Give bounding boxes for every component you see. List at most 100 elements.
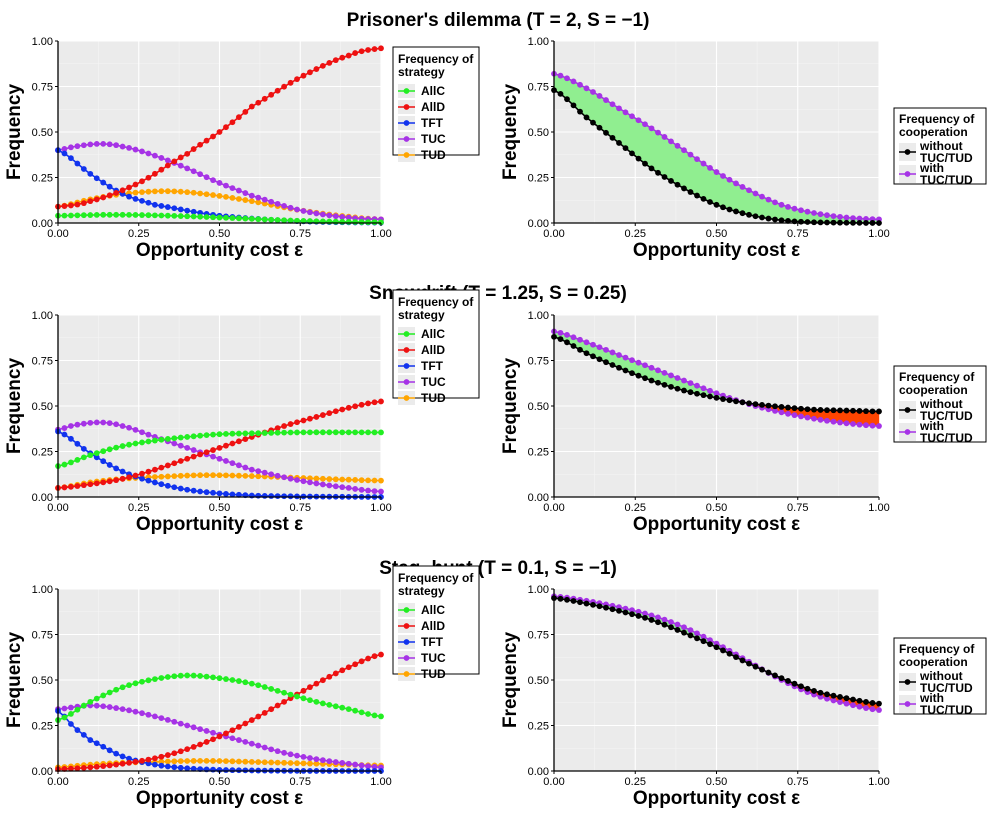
x-axis-title: Opportunity cost ε <box>633 240 800 261</box>
without-tuc-tud-point <box>583 114 590 121</box>
allc-point <box>274 429 281 436</box>
alld-point <box>177 748 184 755</box>
tft-point <box>113 750 120 757</box>
with-tuc-tud-point <box>824 695 830 702</box>
tuc-point <box>307 479 313 486</box>
alld-point <box>152 170 158 177</box>
tuc-point <box>106 141 113 148</box>
alld-point <box>319 412 326 418</box>
y-tick-label: 0.25 <box>528 721 549 733</box>
tud-point <box>190 758 197 764</box>
tud-point <box>229 472 236 479</box>
tuc-point <box>93 141 100 147</box>
without-tuc-tud-point <box>746 660 752 667</box>
y-axis-title: Frequency <box>500 84 521 181</box>
alld-point <box>216 733 223 740</box>
allc-point <box>100 448 107 455</box>
tuc-point <box>261 196 268 203</box>
without-tuc-tud-point <box>635 155 642 162</box>
with-tuc-tud-point <box>739 183 746 190</box>
alld-point <box>126 184 132 191</box>
tud-point <box>300 760 307 767</box>
allc-point <box>332 218 339 225</box>
tft-point <box>80 445 87 452</box>
alld-point <box>242 436 249 443</box>
allc-point <box>68 459 74 466</box>
tuc-point <box>126 424 132 431</box>
allc-point <box>371 429 378 436</box>
tft-point <box>287 493 294 500</box>
tud-point <box>171 188 178 195</box>
tft-point <box>261 492 268 499</box>
tft-point <box>210 766 216 773</box>
cooperation-legend: Frequency ofcooperationwithoutTUC/TUDwit… <box>893 107 987 187</box>
without-tuc-tud-point <box>817 407 824 413</box>
tuc-point <box>223 182 229 189</box>
alld-point <box>190 744 197 750</box>
tuc-point <box>248 192 255 199</box>
x-axis-title: Opportunity cost ε <box>136 240 303 261</box>
tuc-point <box>100 419 107 426</box>
alld-point <box>171 158 178 165</box>
alld-point <box>229 440 236 447</box>
allc-point <box>242 215 249 222</box>
with-tuc-tud-point <box>843 700 850 707</box>
tud-point <box>216 193 223 199</box>
tuc-point <box>274 472 281 479</box>
tft-point <box>158 762 165 769</box>
alld-point <box>223 442 229 449</box>
tuc-point <box>93 419 100 426</box>
tft-point <box>190 208 197 215</box>
alld-point <box>235 438 242 445</box>
tft-point <box>216 490 223 497</box>
allc-point <box>235 678 242 684</box>
tuc-point <box>365 763 371 770</box>
tft-point <box>281 493 287 500</box>
allc-point <box>119 211 126 218</box>
alld-point <box>378 45 384 52</box>
without-tuc-tud-point <box>713 201 720 208</box>
tuc-point <box>87 141 94 148</box>
allc-point <box>177 434 184 441</box>
with-tuc-tud-point <box>713 169 720 175</box>
with-tuc-tud-point <box>655 129 661 136</box>
x-tick-label: 0.25 <box>625 776 646 788</box>
allc-point <box>255 216 262 223</box>
tuc-point <box>210 453 216 460</box>
tft-point <box>113 465 120 472</box>
legend-key-point <box>904 679 911 685</box>
alld-point <box>158 464 165 471</box>
without-tuc-tud-point <box>765 215 772 222</box>
alld-point <box>87 198 94 205</box>
without-tuc-tud-series <box>551 595 882 707</box>
legend-key-point <box>403 88 410 94</box>
allc-point <box>281 217 287 224</box>
without-tuc-tud-point <box>577 346 583 353</box>
allc-point <box>261 684 268 690</box>
with-tuc-tud-point <box>622 109 629 116</box>
tud-point <box>177 472 184 479</box>
with-tuc-tud-point <box>681 377 687 384</box>
without-tuc-tud-point <box>713 644 720 651</box>
x-tick-label: 0.50 <box>209 228 230 240</box>
with-tuc-tud-point <box>869 422 876 429</box>
tud-point <box>229 195 236 201</box>
alld-point <box>352 403 359 410</box>
tud-point <box>255 759 262 765</box>
without-tuc-tud-point <box>674 385 681 392</box>
alld-point <box>235 114 242 121</box>
allc-point <box>268 686 275 692</box>
tuc-point <box>352 761 359 768</box>
legend-entry-label: with <box>919 419 944 433</box>
alld-point <box>80 200 87 207</box>
with-tuc-tud-point <box>583 339 590 346</box>
with-tuc-tud-point <box>687 151 694 158</box>
without-tuc-tud-point <box>843 695 850 702</box>
tud-point <box>184 472 191 479</box>
legend-key-point <box>403 395 410 401</box>
alld-point <box>332 670 339 677</box>
allc-point <box>119 684 126 691</box>
y-tick-label: 0.25 <box>528 447 549 459</box>
with-tuc-tud-point <box>629 607 635 614</box>
alld-series <box>55 45 384 210</box>
